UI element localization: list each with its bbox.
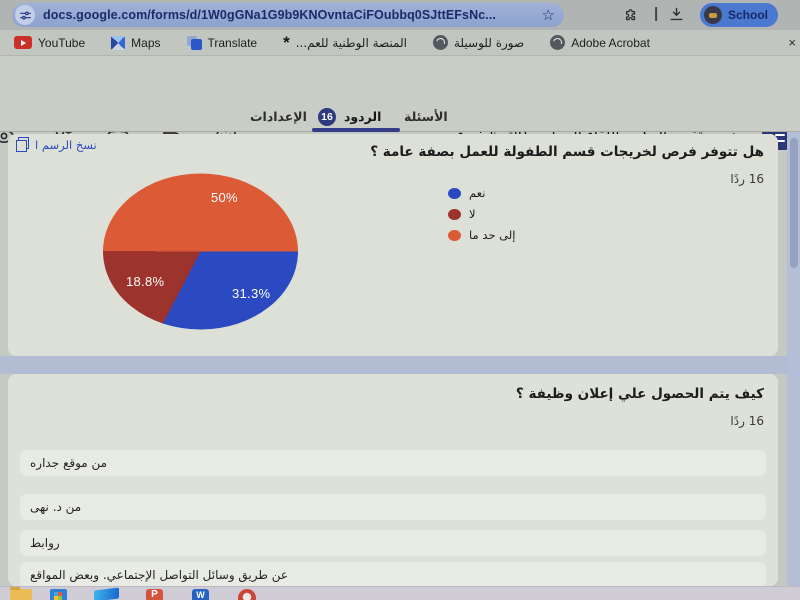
answer-row: روابط (20, 530, 766, 556)
chart-legend: نعم لا إلى حد ما (448, 186, 515, 242)
globe-icon (432, 35, 448, 50)
bookmarks-bar: YouTube Maps Translate * المنصة الوطنية … (0, 30, 800, 56)
legend-row-somewhat: إلى حد ما (448, 228, 515, 242)
tab-responses[interactable]: الردود (344, 109, 382, 124)
maps-icon (111, 35, 126, 50)
active-tab-underline (312, 128, 400, 132)
answer-row: من د. نهى (20, 494, 766, 520)
asterisk-icon: * (283, 32, 290, 52)
bookmark-label: Translate (207, 35, 258, 50)
copy-icon (16, 137, 29, 152)
scrollbar[interactable] (787, 132, 800, 586)
copy-chart-button[interactable]: نسخ الرسم ا (16, 137, 97, 152)
bookmark-label: المنصة الوطنية للعم... (295, 35, 407, 50)
tab-settings[interactable]: الإعدادات (250, 109, 307, 124)
copy-chart-label: نسخ الرسم ا (35, 137, 97, 152)
file-explorer-icon[interactable] (10, 587, 32, 600)
bookmark-label: YouTube (38, 35, 86, 50)
bookmark-image-site[interactable]: صورة للوسيلة (432, 35, 525, 50)
question-card-1: نسخ الرسم ا هل تتوفر فرص لخريجات قسم الط… (8, 134, 778, 356)
legend-row-no: لا (448, 207, 515, 221)
microsoft-store-icon[interactable] (50, 589, 67, 600)
bookmark-national-platform[interactable]: * المنصة الوطنية للعم... (283, 32, 407, 52)
downloads-icon[interactable] (668, 6, 685, 28)
bookmark-adobe-acrobat[interactable]: Adobe Acrobat (550, 35, 650, 50)
bookmark-maps[interactable]: Maps (111, 35, 161, 50)
url-text[interactable]: docs.google.com/forms/d/1W0gGNa1G9b9KNOv… (43, 8, 496, 22)
legend-label: لا (469, 207, 476, 221)
bookmark-translate[interactable]: Translate (186, 35, 258, 50)
pie-chart (103, 173, 298, 330)
pie-slice-label-orange: 50% (211, 190, 238, 205)
scrollbar-thumb[interactable] (790, 138, 798, 268)
close-icon[interactable]: × (788, 35, 796, 50)
card-divider (0, 356, 787, 374)
browser-icon[interactable] (238, 589, 256, 600)
avatar (704, 6, 722, 24)
bookmark-star-icon[interactable]: ☆ (541, 6, 555, 24)
globe-icon (550, 35, 566, 50)
responses-count-badge: 16 (318, 108, 336, 126)
toolbar-separator: | (654, 5, 659, 22)
address-bar[interactable]: docs.google.com/forms/d/1W0gGNa1G9b9KNOv… (12, 3, 564, 27)
powerpoint-icon[interactable]: P (146, 589, 163, 600)
bookmark-label: Adobe Acrobat (571, 35, 650, 50)
question-1-response-count: 16 ردًا (730, 172, 764, 186)
legend-label: نعم (469, 186, 486, 200)
answer-row: من موقع جداره (20, 450, 766, 476)
translate-icon (186, 35, 202, 50)
legend-row-yes: نعم (448, 186, 515, 200)
site-settings-icon[interactable] (15, 5, 35, 25)
youtube-icon (14, 36, 32, 49)
extensions-icon[interactable] (620, 6, 637, 28)
question-2-title: كيف يتم الحصول علي إعلان وظيفة ؟ (515, 386, 764, 402)
profile-chip[interactable]: School (700, 3, 778, 27)
forms-tab-bar: الإعدادات 16 الردود الأسئلة (0, 102, 800, 132)
word-icon[interactable]: W (192, 589, 209, 600)
profile-name: School (728, 8, 769, 22)
browser-toolbar: docs.google.com/forms/d/1W0gGNa1G9b9KNOv… (0, 0, 800, 30)
answer-row: عن طريق وسائل التواصل الإجتماعي. وبعض ال… (20, 562, 766, 586)
question-2-response-count: 16 ردًا (730, 414, 764, 428)
legend-dot (448, 187, 461, 199)
pie-slice-label-blue: 31.3% (232, 286, 271, 301)
windows-taskbar: P W (0, 586, 800, 600)
bookmark-label: Maps (131, 35, 161, 50)
question-1-title: هل تتوفر فرص لخريجات قسم الطفولة للعمل ب… (370, 144, 764, 160)
legend-label: إلى حد ما (469, 228, 516, 242)
bookmark-label: صورة للوسيلة (453, 35, 525, 50)
mail-icon[interactable] (94, 587, 119, 600)
legend-dot (448, 229, 461, 241)
forms-header: حضور وتقييم الركن واللقاء الحواري (التوظ… (0, 56, 800, 150)
tab-questions[interactable]: الأسئلة (404, 109, 448, 124)
pie-slice-label-red: 18.8% (126, 274, 165, 289)
bookmark-youtube[interactable]: YouTube (14, 36, 85, 50)
pie-chart-wrapper (103, 173, 298, 330)
legend-dot (448, 208, 461, 220)
question-card-2: كيف يتم الحصول علي إعلان وظيفة ؟ 16 ردًا… (8, 374, 778, 586)
